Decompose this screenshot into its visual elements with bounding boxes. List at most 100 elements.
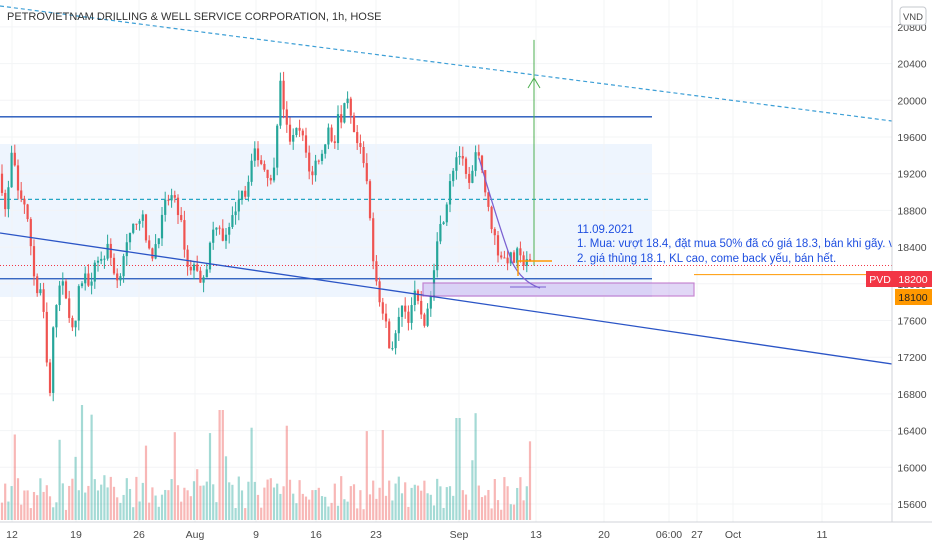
volume-bar [96,490,100,520]
trend-drawings [0,5,893,280]
volume-bar [266,479,269,520]
volume-bar [416,485,420,520]
candle-body [132,223,135,233]
candle-body [468,173,471,183]
volume-bar [87,485,90,520]
candle-body [29,219,32,247]
volume-bar [186,490,189,520]
volume-bar [394,483,397,520]
candle-body [490,206,493,230]
candle-body [397,316,400,334]
price-tick-label: 19200 [897,169,926,181]
volume-bar [100,484,103,520]
time-tick-label: 06:00 [656,529,682,541]
volume-bar [218,410,221,520]
price-tick-label: 16400 [897,426,926,438]
volume-bar [176,485,180,520]
volume-bar [42,491,45,520]
candle-body [516,248,519,263]
volume-bar [4,483,7,520]
volume-bar [154,495,157,520]
candle-body [295,127,298,136]
candle-body [160,214,164,239]
volume-bar [189,496,192,520]
price-tag-level-value: 18100 [898,292,927,304]
volume-bar [106,487,109,520]
volume-bar [112,486,116,520]
candle-body [266,169,269,179]
candle-body [148,240,151,249]
candle-body [372,218,375,262]
candle-body [359,143,362,147]
candle-body [186,249,189,267]
volume-bar [442,507,445,520]
candle-body [240,190,244,200]
volume-bar [349,486,352,520]
candle-body [87,273,90,286]
volume-bar [519,477,522,520]
candle-body [349,98,352,116]
volume-bar [490,508,493,520]
volume-bar [138,501,141,520]
candle-body [48,362,52,393]
volume-bar [320,496,324,520]
volume-bar [234,508,237,520]
candle-body [343,103,346,123]
volume-bar [231,484,234,520]
volume-bar [420,490,423,520]
volume-bar [29,508,32,520]
volume-bar [196,469,199,520]
volume-bar [477,485,480,520]
candle-body [519,248,522,256]
candle-body [224,234,228,241]
candle-body [461,155,464,159]
candle-body [324,144,327,154]
candle-body [487,192,490,207]
volume-bar [461,490,464,520]
volume-bar [359,490,362,520]
price-tick-label: 19600 [897,132,926,144]
currency-button[interactable]: VND [899,6,927,26]
volume-bar [122,494,125,520]
candle-body [253,148,256,161]
volume-bar [157,506,160,520]
candle-body [407,311,410,323]
candle-body [74,320,77,328]
price-tick-label: 20400 [897,59,926,71]
volume-bar [493,478,496,520]
volume-bar [439,486,442,520]
candle-body [20,190,23,199]
candle-body [375,261,378,282]
volume-bar [109,476,112,520]
candle-body [445,204,448,223]
candle-body [192,264,196,271]
volume-bar [84,492,87,520]
time-tick-label: 9 [253,529,259,541]
candle-body [154,244,157,259]
volume-bar [23,490,26,520]
volume-bar [330,502,333,520]
candle-body [362,146,365,164]
volume-bar [352,484,356,520]
volume-bar [32,491,36,520]
candle-body [122,256,125,277]
volume-bar [215,502,218,520]
candle-body [164,199,167,215]
candle-body [512,252,516,263]
candle-body [135,223,138,225]
candle-body [429,296,432,309]
time-tick-label: 12 [6,529,18,541]
price-tag-level: 18100 [895,289,932,305]
candle-body [116,273,119,281]
candle-body [183,220,186,250]
candle-body [61,281,64,286]
candle-body [391,348,394,350]
candle-body [413,290,416,306]
volume-bar [116,497,119,520]
candle-body [314,160,317,176]
candle-body [144,214,148,241]
volume-bar [282,486,285,520]
volume-bar [458,418,461,520]
